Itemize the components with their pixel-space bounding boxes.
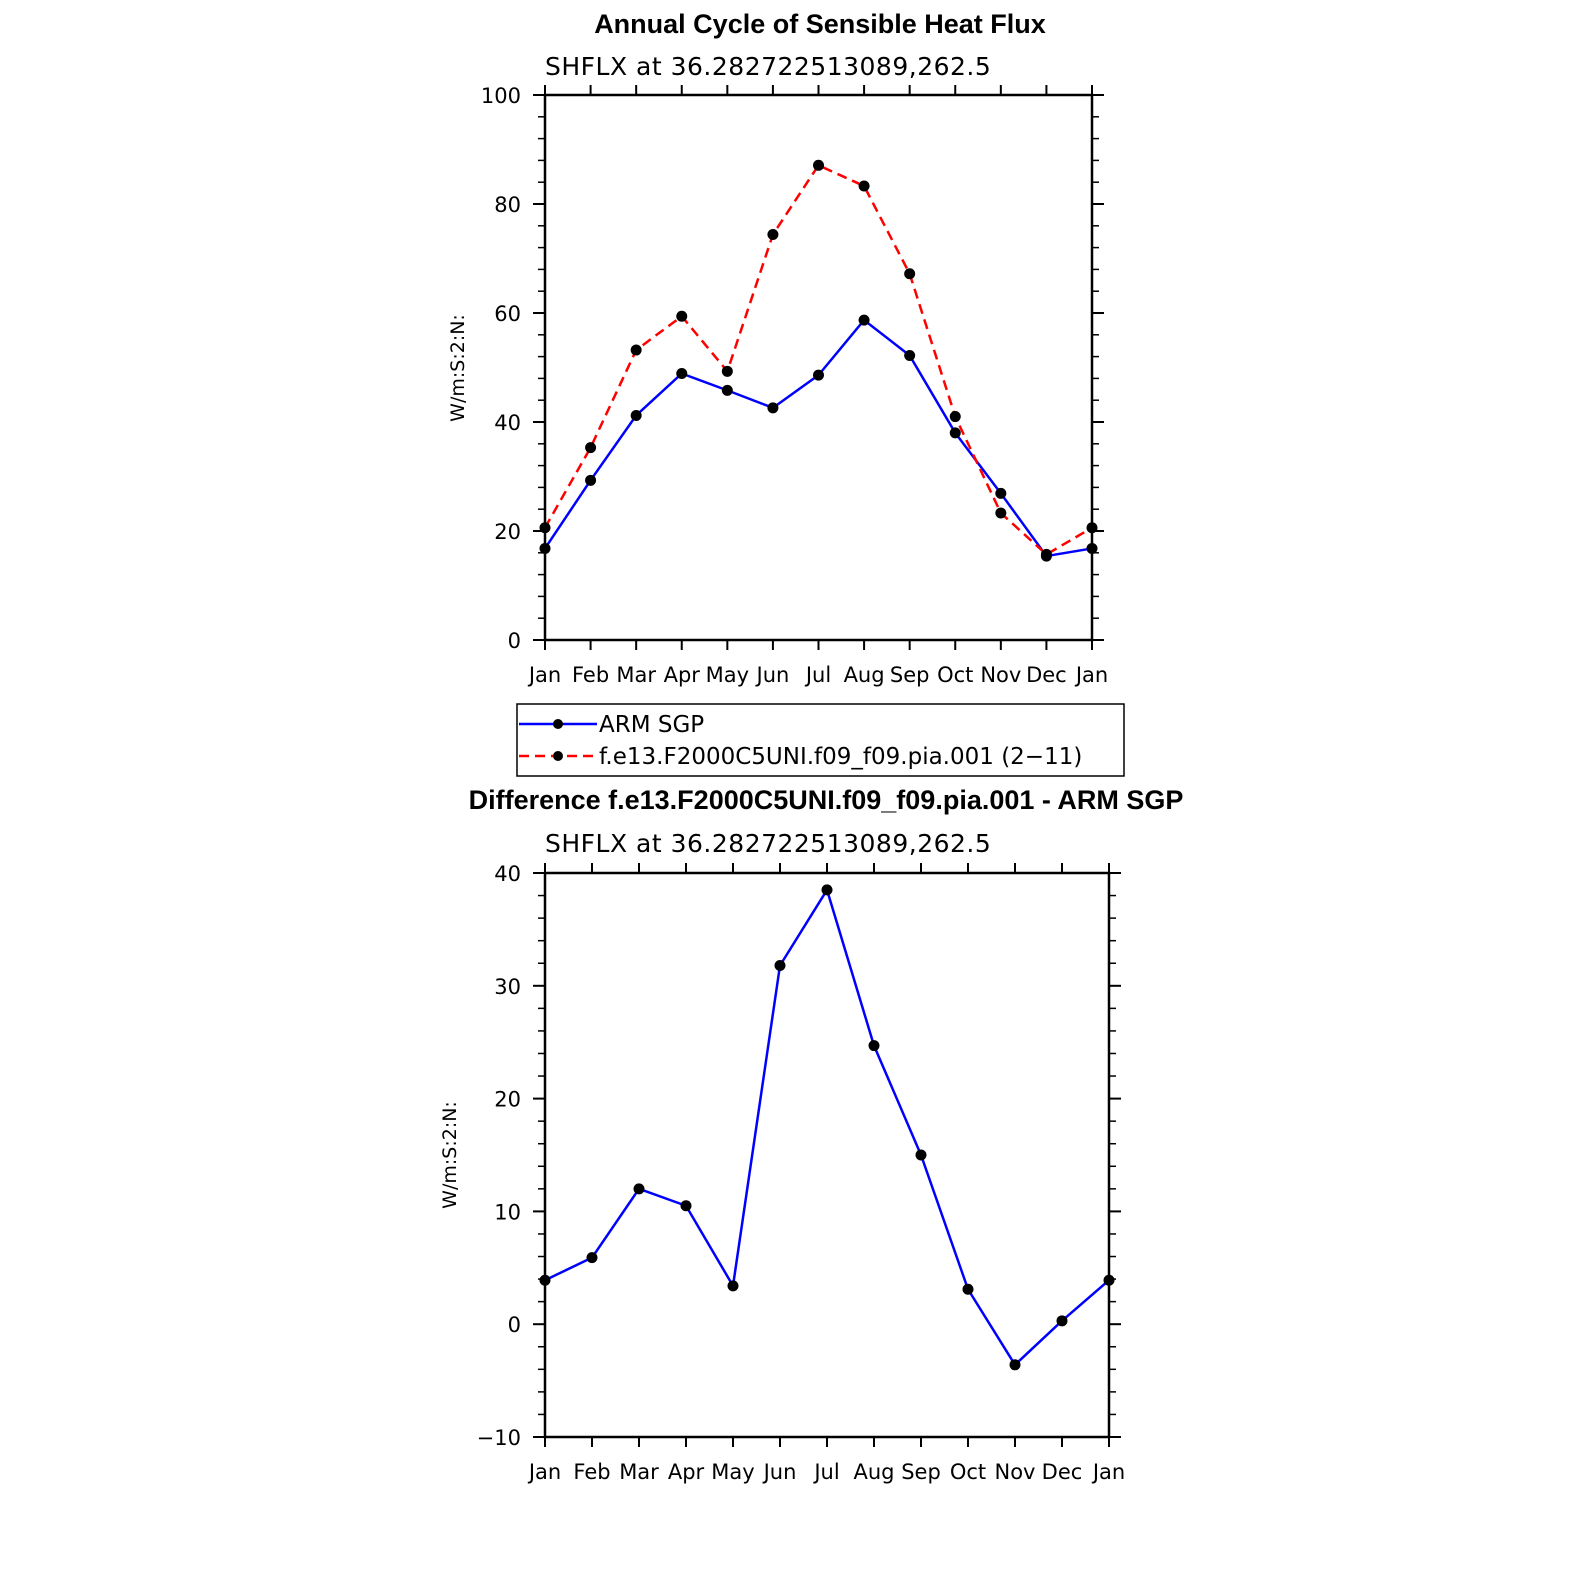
x-tick-label: Aug [853, 1460, 894, 1484]
data-point [539, 522, 551, 534]
x-tick-label: Nov [995, 1460, 1036, 1484]
data-point [633, 1183, 645, 1195]
x-tick-label: Apr [664, 663, 701, 687]
x-tick-label: Mar [619, 1460, 659, 1484]
series-line-1 [543, 164, 1093, 556]
y-tick-label: 80 [494, 193, 521, 217]
data-point [949, 427, 961, 439]
x-tick-label: Dec [1042, 1460, 1083, 1484]
difference-chart: Difference f.e13.F2000C5UNI.f09_f09.pia.… [439, 785, 1183, 1484]
data-point [1086, 522, 1098, 534]
x-tick-label: Aug [844, 663, 885, 687]
data-point [949, 411, 961, 423]
data-point [995, 507, 1007, 519]
x-tick-label: Nov [980, 663, 1021, 687]
data-point [774, 959, 786, 971]
x-tick-label: Jun [755, 663, 790, 687]
data-point [676, 367, 688, 379]
data-point [868, 1040, 880, 1052]
x-tick-label: May [706, 663, 749, 687]
data-point [680, 1200, 692, 1212]
y-tick-label: 0 [508, 629, 521, 653]
x-tick-label: Jan [1091, 1460, 1125, 1484]
data-point [630, 409, 642, 421]
data-point [904, 350, 916, 362]
y-tick-label: 20 [494, 1088, 521, 1112]
x-tick-label: Sep [890, 663, 930, 687]
data-point [721, 384, 733, 396]
x-tick-label: Jan [527, 1460, 561, 1484]
y-tick-label: 30 [494, 975, 521, 999]
x-tick-label: Jan [1074, 663, 1108, 687]
y-axis-label: W/m:S:2:N: [447, 314, 469, 422]
data-point [995, 487, 1007, 499]
data-point [539, 542, 551, 554]
data-point [813, 159, 824, 171]
data-point [858, 180, 870, 192]
legend: ARM SGP f.e13.F2000C5UNI.f09_f09.pia.001… [516, 703, 1125, 777]
x-tick-label: Oct [950, 1460, 986, 1484]
x-tick-label: Oct [937, 663, 973, 687]
legend-entry-model: f.e13.F2000C5UNI.f09_f09.pia.001 (2−11) [519, 744, 1082, 770]
data-point [1040, 548, 1052, 560]
data-point [858, 314, 870, 326]
x-tick-label: Dec [1026, 663, 1067, 687]
legend-label-arm-sgp: ARM SGP [599, 712, 704, 738]
legend-label-model: f.e13.F2000C5UNI.f09_f09.pia.001 (2−11) [599, 744, 1082, 770]
x-tick-label: May [711, 1460, 754, 1484]
data-point [813, 369, 824, 381]
data-point [821, 884, 833, 896]
data-point [630, 344, 642, 356]
series-line-0 [544, 888, 1110, 1367]
y-tick-label: 0 [508, 1313, 521, 1337]
y-tick-label: 100 [481, 84, 521, 108]
y-tick-label: 20 [494, 520, 521, 544]
x-tick-label: Jun [762, 1460, 797, 1484]
x-tick-label: Mar [616, 663, 656, 687]
data-point [585, 474, 597, 486]
chart-title: Difference f.e13.F2000C5UNI.f09_f09.pia.… [469, 785, 1184, 815]
data-point [904, 268, 916, 280]
data-point [962, 1283, 974, 1295]
data-point [1086, 542, 1098, 554]
y-tick-label: 60 [494, 302, 521, 326]
y-tick-label: 10 [494, 1200, 521, 1224]
data-point [585, 442, 597, 454]
chart-title: Annual Cycle of Sensible Heat Flux [594, 9, 1046, 39]
x-tick-label: Feb [573, 1460, 610, 1484]
data-point [1056, 1315, 1068, 1327]
data-point [539, 1274, 551, 1286]
series-line-0 [543, 318, 1093, 558]
y-tick-label: 40 [494, 411, 521, 435]
data-point [586, 1252, 598, 1264]
legend-box [516, 703, 1125, 777]
data-point [767, 229, 779, 241]
x-tick-label: Jan [527, 663, 561, 687]
data-point [727, 1280, 739, 1292]
x-tick-label: Jul [804, 663, 831, 687]
data-point [676, 310, 688, 322]
plot-frame [543, 871, 1111, 1439]
legend-marker-arm-sgp [553, 719, 563, 729]
legend-marker-model [553, 751, 563, 761]
data-point [915, 1149, 927, 1161]
legend-entry-arm-sgp: ARM SGP [519, 712, 704, 738]
chart-subtitle: SHFLX at 36.282722513089,262.5 [545, 829, 991, 858]
x-tick-label: Feb [572, 663, 609, 687]
annual-cycle-chart: Annual Cycle of Sensible Heat Flux SHFLX… [447, 9, 1108, 687]
x-tick-label: Apr [668, 1460, 705, 1484]
y-tick-label: 40 [494, 862, 521, 886]
data-point [1103, 1274, 1115, 1286]
x-tick-label: Sep [901, 1460, 941, 1484]
data-point [767, 402, 779, 414]
y-tick-label: −10 [477, 1426, 521, 1450]
x-tick-label: Jul [812, 1460, 839, 1484]
data-point [721, 365, 733, 377]
y-axis-label: W/m:S:2:N: [439, 1101, 461, 1209]
chart-subtitle: SHFLX at 36.282722513089,262.5 [545, 52, 991, 81]
data-point [1009, 1359, 1021, 1371]
